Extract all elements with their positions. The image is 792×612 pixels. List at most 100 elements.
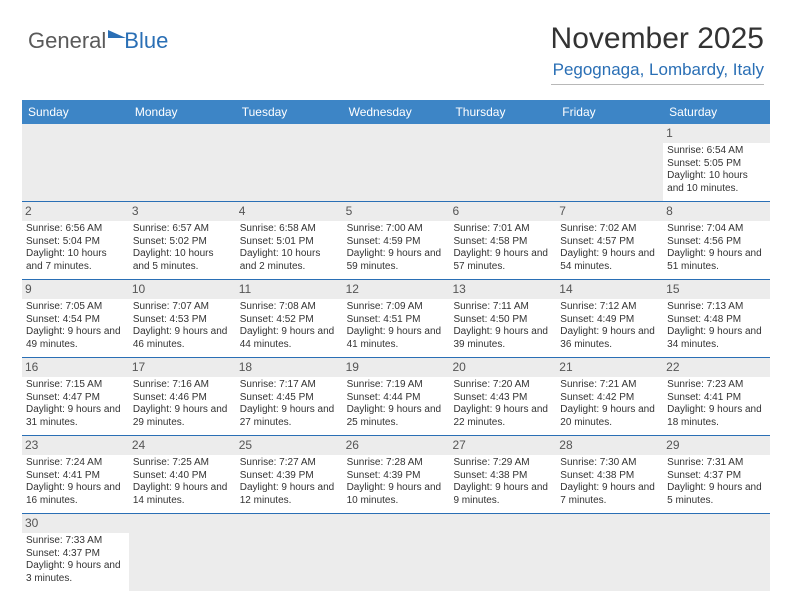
day-number: 6 <box>449 202 556 221</box>
day-number: 9 <box>22 280 129 299</box>
blank-cell <box>129 514 236 591</box>
day-cell: 6 Sunrise: 7:01 AMSunset: 4:58 PMDaylight… <box>449 202 556 279</box>
day-cell: 26 Sunrise: 7:28 AMSunset: 4:39 PMDayligh… <box>343 436 450 513</box>
day-number: 26 <box>343 436 450 455</box>
day-cell: 10 Sunrise: 7:07 AMSunset: 4:53 PMDayligh… <box>129 280 236 357</box>
day-info: Sunrise: 6:58 AMSunset: 5:01 PMDaylight:… <box>240 223 339 273</box>
blank-cell <box>556 124 663 201</box>
day-number: 25 <box>236 436 343 455</box>
day-info: Sunrise: 7:21 AMSunset: 4:42 PMDaylight:… <box>560 379 659 429</box>
day-number: 20 <box>449 358 556 377</box>
day-number: 11 <box>236 280 343 299</box>
day-header: Monday <box>129 100 236 124</box>
day-number: 13 <box>449 280 556 299</box>
day-info: Sunrise: 7:33 AMSunset: 4:37 PMDaylight:… <box>26 535 125 585</box>
day-info: Sunrise: 7:17 AMSunset: 4:45 PMDaylight:… <box>240 379 339 429</box>
day-number: 12 <box>343 280 450 299</box>
day-cell: 16 Sunrise: 7:15 AMSunset: 4:47 PMDayligh… <box>22 358 129 435</box>
day-number: 14 <box>556 280 663 299</box>
day-number: 7 <box>556 202 663 221</box>
blank-cell <box>343 124 450 201</box>
week-row: 30 Sunrise: 7:33 AMSunset: 4:37 PMDayligh… <box>22 514 770 591</box>
day-info: Sunrise: 7:07 AMSunset: 4:53 PMDaylight:… <box>133 301 232 351</box>
day-header: Sunday <box>22 100 129 124</box>
logo-text-general: General <box>28 28 106 54</box>
logo-text-blue: Blue <box>124 28 168 54</box>
blank-cell <box>449 514 556 591</box>
day-cell: 22Sunrise: 7:23 AMSunset: 4:41 PMDayligh… <box>663 358 770 435</box>
day-cell: 24 Sunrise: 7:25 AMSunset: 4:40 PMDayligh… <box>129 436 236 513</box>
day-info: Sunrise: 7:09 AMSunset: 4:51 PMDaylight:… <box>347 301 446 351</box>
day-cell: 27Sunrise: 7:29 AMSunset: 4:38 PMDayligh… <box>449 436 556 513</box>
day-number: 21 <box>556 358 663 377</box>
day-number: 24 <box>129 436 236 455</box>
day-info: Sunrise: 7:12 AMSunset: 4:49 PMDaylight:… <box>560 301 659 351</box>
day-info: Sunrise: 7:00 AMSunset: 4:59 PMDaylight:… <box>347 223 446 273</box>
day-cell: 20 Sunrise: 7:20 AMSunset: 4:43 PMDayligh… <box>449 358 556 435</box>
day-number: 17 <box>129 358 236 377</box>
week-row: 2 Sunrise: 6:56 AMSunset: 5:04 PMDaylight… <box>22 202 770 280</box>
day-cell: 4 Sunrise: 6:58 AMSunset: 5:01 PMDaylight… <box>236 202 343 279</box>
page-title: November 2025 <box>551 22 764 56</box>
day-cell: 18Sunrise: 7:17 AMSunset: 4:45 PMDayligh… <box>236 358 343 435</box>
day-info: Sunrise: 7:08 AMSunset: 4:52 PMDaylight:… <box>240 301 339 351</box>
day-number: 10 <box>129 280 236 299</box>
blank-cell <box>129 124 236 201</box>
day-info: Sunrise: 7:25 AMSunset: 4:40 PMDaylight:… <box>133 457 232 507</box>
day-number: 15 <box>663 280 770 299</box>
day-cell: 28 Sunrise: 7:30 AMSunset: 4:38 PMDayligh… <box>556 436 663 513</box>
day-header: Thursday <box>449 100 556 124</box>
day-cell: 5 Sunrise: 7:00 AMSunset: 4:59 PMDaylight… <box>343 202 450 279</box>
day-info: Sunrise: 7:30 AMSunset: 4:38 PMDaylight:… <box>560 457 659 507</box>
day-info: Sunrise: 6:57 AMSunset: 5:02 PMDaylight:… <box>133 223 232 273</box>
day-info: Sunrise: 7:19 AMSunset: 4:44 PMDaylight:… <box>347 379 446 429</box>
blank-cell <box>556 514 663 591</box>
day-cell: 2 Sunrise: 6:56 AMSunset: 5:04 PMDaylight… <box>22 202 129 279</box>
day-info: Sunrise: 7:13 AMSunset: 4:48 PMDaylight:… <box>667 301 766 351</box>
day-info: Sunrise: 6:56 AMSunset: 5:04 PMDaylight:… <box>26 223 125 273</box>
day-number: 30 <box>22 514 129 533</box>
day-info: Sunrise: 7:15 AMSunset: 4:47 PMDaylight:… <box>26 379 125 429</box>
blank-cell <box>663 514 770 591</box>
day-header: Tuesday <box>236 100 343 124</box>
blank-cell <box>449 124 556 201</box>
day-cell: 25 Sunrise: 7:27 AMSunset: 4:39 PMDayligh… <box>236 436 343 513</box>
day-info: Sunrise: 7:23 AMSunset: 4:41 PMDaylight:… <box>667 379 766 429</box>
day-cell: 23Sunrise: 7:24 AMSunset: 4:41 PMDayligh… <box>22 436 129 513</box>
logo: General Blue <box>28 28 170 54</box>
day-cell: 1Sunrise: 6:54 AMSunset: 5:05 PMDaylight… <box>663 124 770 201</box>
day-cell: 30 Sunrise: 7:33 AMSunset: 4:37 PMDayligh… <box>22 514 129 591</box>
day-number: 16 <box>22 358 129 377</box>
day-info: Sunrise: 7:27 AMSunset: 4:39 PMDaylight:… <box>240 457 339 507</box>
blank-cell <box>343 514 450 591</box>
day-cell: 9 Sunrise: 7:05 AMSunset: 4:54 PMDaylight… <box>22 280 129 357</box>
day-info: Sunrise: 7:16 AMSunset: 4:46 PMDaylight:… <box>133 379 232 429</box>
week-row: 9 Sunrise: 7:05 AMSunset: 4:54 PMDaylight… <box>22 280 770 358</box>
day-cell: 8Sunrise: 7:04 AMSunset: 4:56 PMDaylight… <box>663 202 770 279</box>
blank-cell <box>22 124 129 201</box>
day-info: Sunrise: 7:05 AMSunset: 4:54 PMDaylight:… <box>26 301 125 351</box>
header-right: November 2025 Pegognaga, Lombardy, Italy <box>551 22 764 85</box>
day-header: Saturday <box>663 100 770 124</box>
day-number: 8 <box>663 202 770 221</box>
day-cell: 19 Sunrise: 7:19 AMSunset: 4:44 PMDayligh… <box>343 358 450 435</box>
day-cell: 11 Sunrise: 7:08 AMSunset: 4:52 PMDayligh… <box>236 280 343 357</box>
day-cell: 14 Sunrise: 7:12 AMSunset: 4:49 PMDayligh… <box>556 280 663 357</box>
day-number: 4 <box>236 202 343 221</box>
day-number: 2 <box>22 202 129 221</box>
day-header: Wednesday <box>343 100 450 124</box>
day-info: Sunrise: 6:54 AMSunset: 5:05 PMDaylight:… <box>667 145 766 195</box>
day-info: Sunrise: 7:28 AMSunset: 4:39 PMDaylight:… <box>347 457 446 507</box>
calendar: SundayMondayTuesdayWednesdayThursdayFrid… <box>22 100 770 591</box>
day-cell: 13 Sunrise: 7:11 AMSunset: 4:50 PMDayligh… <box>449 280 556 357</box>
day-cell: 7 Sunrise: 7:02 AMSunset: 4:57 PMDaylight… <box>556 202 663 279</box>
day-info: Sunrise: 7:02 AMSunset: 4:57 PMDaylight:… <box>560 223 659 273</box>
day-number: 19 <box>343 358 450 377</box>
day-info: Sunrise: 7:20 AMSunset: 4:43 PMDaylight:… <box>453 379 552 429</box>
day-number: 28 <box>556 436 663 455</box>
location-subtitle: Pegognaga, Lombardy, Italy <box>551 60 764 85</box>
day-info: Sunrise: 7:01 AMSunset: 4:58 PMDaylight:… <box>453 223 552 273</box>
day-number: 5 <box>343 202 450 221</box>
day-cell: 17 Sunrise: 7:16 AMSunset: 4:46 PMDayligh… <box>129 358 236 435</box>
day-info: Sunrise: 7:11 AMSunset: 4:50 PMDaylight:… <box>453 301 552 351</box>
